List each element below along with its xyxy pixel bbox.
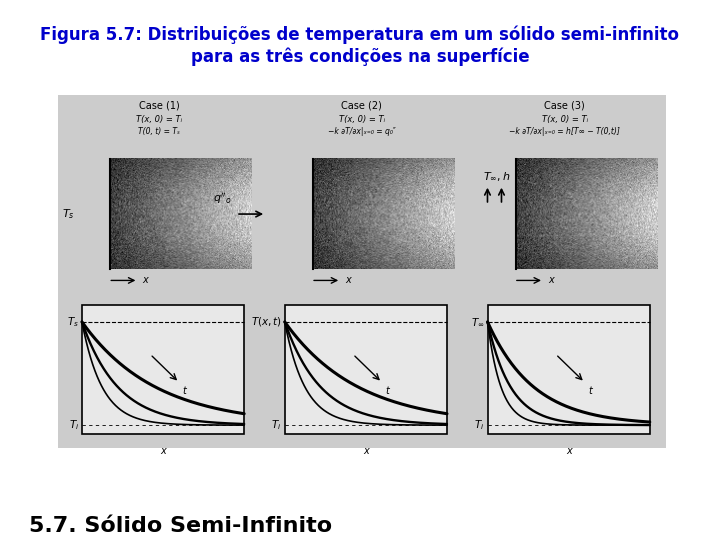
Text: T(x, 0) = Tᵢ: T(x, 0) = Tᵢ: [136, 114, 182, 124]
Text: t: t: [385, 386, 389, 396]
Text: 5.7. Sólido Semi-Infinito: 5.7. Sólido Semi-Infinito: [29, 516, 332, 536]
Text: x: x: [363, 446, 369, 456]
Text: Case (1): Case (1): [139, 100, 179, 111]
Text: x: x: [345, 275, 351, 286]
Text: $T_{∞}, h$: $T_{∞}, h$: [484, 171, 511, 183]
Text: Case (2): Case (2): [341, 100, 382, 111]
Bar: [284, 305, 447, 434]
Text: −k ∂T/∂x|ₓ₌₀ = q₀″: −k ∂T/∂x|ₓ₌₀ = q₀″: [328, 126, 396, 136]
Text: x: x: [548, 275, 554, 286]
Text: $q''_o$: $q''_o$: [213, 191, 232, 206]
Text: T(x, 0) = Tᵢ: T(x, 0) = Tᵢ: [541, 114, 588, 124]
Text: T(0, t) = Tₛ: T(0, t) = Tₛ: [138, 126, 180, 136]
Text: x: x: [143, 275, 148, 286]
Text: x: x: [566, 446, 572, 456]
Text: $T_s$: $T_s$: [62, 207, 74, 221]
Bar: [487, 305, 649, 434]
Text: Case (3): Case (3): [544, 100, 585, 111]
Text: $T_i$: $T_i$: [68, 418, 79, 432]
Bar: [58, 94, 666, 448]
Text: $T_{∞}$: $T_{∞}$: [471, 316, 485, 328]
Text: t: t: [182, 386, 186, 396]
Text: x: x: [160, 446, 166, 456]
Bar: [82, 305, 244, 434]
Text: $T_s$: $T_s$: [67, 315, 79, 329]
Text: $T(x,t)$: $T(x,t)$: [251, 315, 282, 328]
Text: t: t: [588, 386, 592, 396]
Text: $T_i$: $T_i$: [271, 418, 282, 432]
Text: $T_i$: $T_i$: [474, 418, 485, 432]
Text: T(x, 0) = Tᵢ: T(x, 0) = Tᵢ: [338, 114, 385, 124]
Text: −k ∂T/∂x|ₓ₌₀ = h[T∞ − T(0,t)]: −k ∂T/∂x|ₓ₌₀ = h[T∞ − T(0,t)]: [509, 126, 620, 136]
Text: Figura 5.7: Distribuições de temperatura em um sólido semi-infinito
para as três: Figura 5.7: Distribuições de temperatura…: [40, 26, 680, 66]
